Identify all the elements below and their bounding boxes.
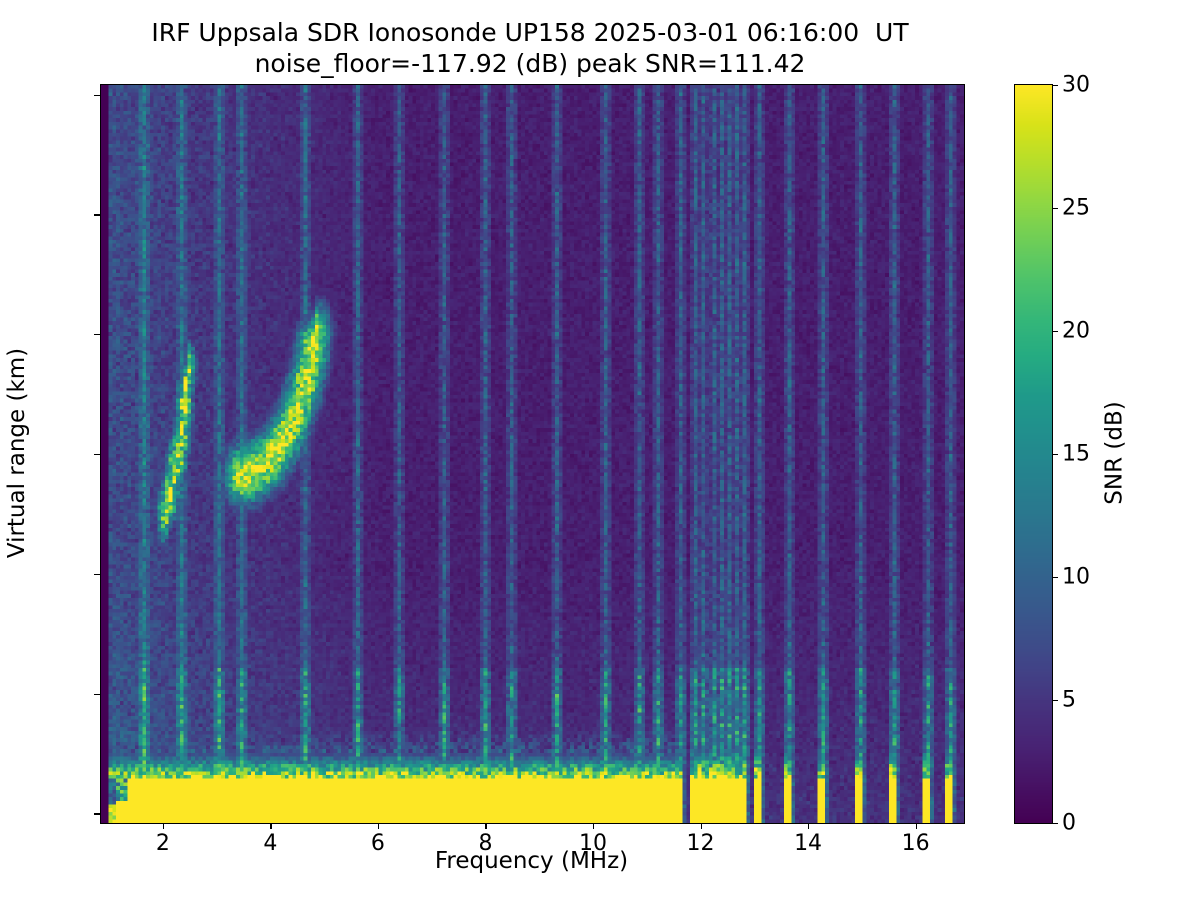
colorbar-tick-label: 30 (1062, 72, 1090, 98)
colorbar-tick-label: 5 (1062, 687, 1076, 713)
x-axis-label: Frequency (MHz) (100, 848, 963, 874)
colorbar-label-text: SNR (dB) (1102, 401, 1129, 505)
colorbar-tick-mark (1052, 823, 1058, 825)
colorbar-gradient (1015, 85, 1052, 823)
x-tick-mark (162, 823, 165, 829)
x-tick-mark (915, 823, 917, 829)
x-tick-mark (270, 823, 272, 829)
colorbar-tick-mark (1052, 700, 1058, 702)
x-tick-mark (377, 823, 380, 829)
colorbar-tick-label: 15 (1062, 441, 1090, 467)
y-tick-mark (94, 813, 100, 815)
y-tick-mark (94, 334, 100, 336)
colorbar-label: SNR (dB) (1098, 84, 1132, 822)
x-tick-mark (592, 823, 595, 829)
figure-title: IRF Uppsala SDR Ionosonde UP158 2025-03-… (0, 18, 1060, 79)
colorbar-tick-label: 0 (1062, 810, 1076, 836)
y-tick-mark (94, 693, 100, 695)
colorbar-tick-mark (1052, 454, 1058, 456)
x-tick-label: 4 (263, 831, 278, 856)
x-tick-label: 12 (686, 831, 715, 856)
colorbar-tick-mark (1052, 208, 1058, 210)
title-line-2: noise_floor=-117.92 (dB) peak SNR=111.42 (254, 48, 806, 78)
x-tick-label: 14 (794, 831, 823, 856)
x-axis-label-text: Frequency (MHz) (434, 848, 629, 874)
y-axis-label-text: Virtual range (km) (4, 347, 31, 559)
y-tick-mark (94, 94, 100, 96)
x-tick-label: 8 (478, 831, 493, 856)
x-tick-label: 16 (901, 831, 930, 856)
title-line-1: IRF Uppsala SDR Ionosonde UP158 2025-03-… (151, 18, 909, 47)
ionogram-heatmap (101, 85, 964, 823)
x-tick-mark (485, 823, 487, 829)
colorbar-tick-mark (1052, 331, 1058, 333)
x-tick-mark (808, 823, 810, 829)
colorbar-tick-label: 10 (1062, 564, 1090, 590)
colorbar-tick-label: 25 (1062, 195, 1090, 221)
y-tick-mark (94, 573, 100, 576)
colorbar-tick-label: 20 (1062, 318, 1090, 344)
colorbar-tick-mark (1052, 577, 1058, 579)
colorbar-tick-mark (1052, 85, 1058, 87)
x-tick-label: 10 (578, 831, 607, 856)
x-tick-label: 6 (370, 831, 385, 856)
y-tick-mark (94, 454, 100, 456)
x-tick-label: 2 (155, 831, 170, 856)
colorbar: 0 5 10 15 20 25 30 (1014, 73, 1090, 836)
y-tick-mark (94, 214, 100, 216)
x-tick-mark (700, 823, 702, 829)
y-axis-label: Virtual range (km) (0, 84, 34, 822)
